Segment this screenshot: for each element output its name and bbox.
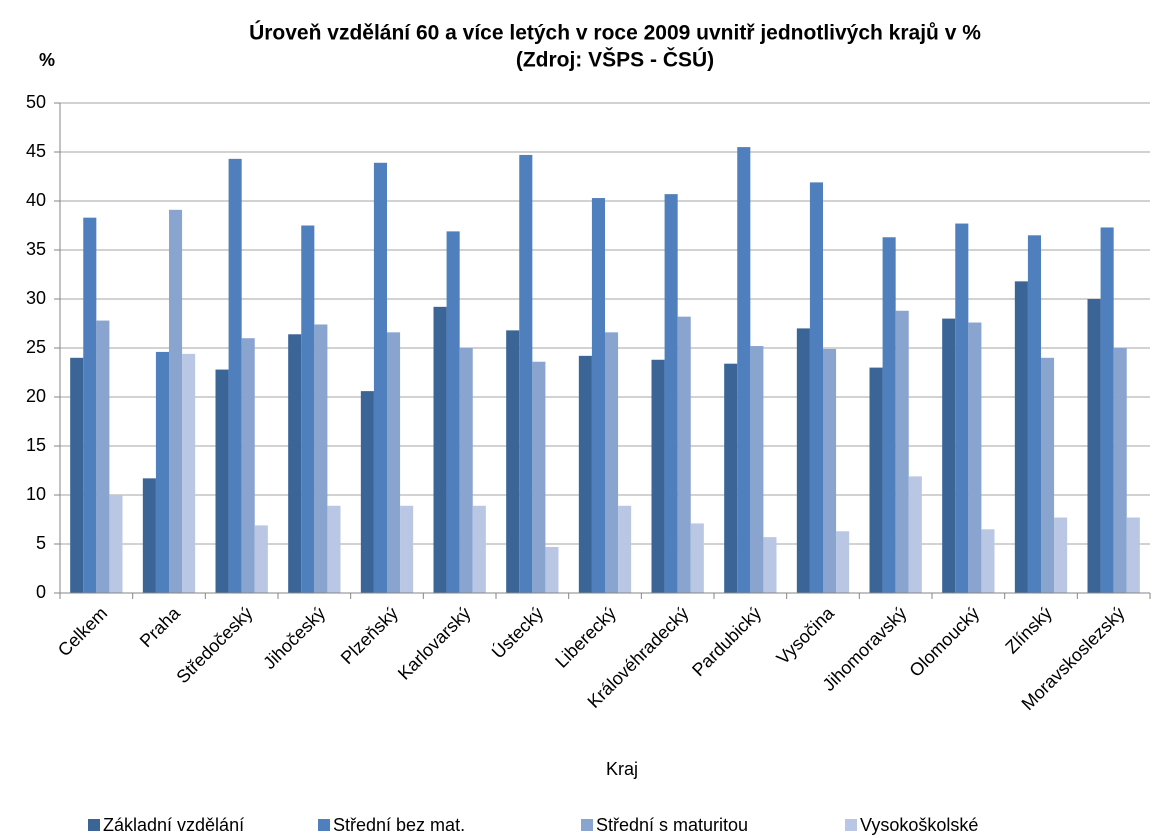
- y-tick-label: 40: [26, 190, 46, 210]
- y-tick-label: 35: [26, 239, 46, 259]
- bar: [545, 546, 559, 593]
- bar: [981, 529, 995, 593]
- y-tick-label: 15: [26, 435, 46, 455]
- bar: [664, 194, 678, 593]
- bar: [472, 505, 486, 593]
- bar: [169, 209, 183, 593]
- bar: [809, 182, 823, 593]
- bar: [1014, 281, 1028, 593]
- bar: [506, 330, 520, 593]
- legend-label: Střední bez mat.: [333, 815, 465, 835]
- legend-label: Vysokoškolské: [860, 815, 978, 835]
- bar: [1126, 517, 1140, 593]
- x-tick-label: Praha: [136, 602, 185, 651]
- bar: [182, 353, 196, 593]
- bar: [908, 476, 922, 593]
- bar: [387, 332, 401, 593]
- bar: [288, 334, 302, 593]
- chart-subtitle: (Zdroj: VŠPS - ČSÚ): [516, 48, 714, 72]
- bar: [1100, 227, 1114, 593]
- y-tick-label: 10: [26, 484, 46, 504]
- bar: [605, 332, 619, 593]
- x-tick-label: Jihočeský: [259, 603, 329, 673]
- bar: [109, 495, 123, 593]
- x-tick-label: Pardubický: [688, 603, 765, 680]
- bar: [83, 217, 97, 593]
- bar: [1041, 357, 1055, 593]
- y-tick-label: 5: [36, 533, 46, 553]
- bar: [254, 525, 268, 593]
- x-axis-label: Kraj: [606, 759, 638, 779]
- y-tick-label: 45: [26, 141, 46, 161]
- bar: [1027, 235, 1041, 594]
- bar: [155, 351, 169, 593]
- y-tick-label: 25: [26, 337, 46, 357]
- bar: [215, 369, 229, 593]
- bar: [690, 523, 704, 593]
- legend-label: Střední s maturitou: [596, 815, 748, 835]
- bar: [301, 225, 315, 593]
- bar: [228, 158, 242, 594]
- bar: [327, 505, 341, 593]
- y-tick-label: 0: [36, 582, 46, 602]
- y-tick-label: 30: [26, 288, 46, 308]
- x-tick-label: Vysočina: [773, 602, 839, 668]
- x-tick-label: Liberecký: [551, 603, 620, 672]
- bar: [677, 316, 691, 593]
- bar: [823, 348, 837, 593]
- x-tick-label: Středočeský: [172, 603, 256, 687]
- chart-title: Úroveň vzdělání 60 a více letých v roce …: [249, 21, 981, 45]
- bar: [96, 320, 110, 593]
- bar: [895, 310, 909, 593]
- bar: [1113, 348, 1127, 593]
- x-tick-label: Plzeňský: [337, 603, 402, 668]
- bar: [373, 162, 387, 593]
- bar: [737, 147, 751, 593]
- bar: [869, 367, 883, 593]
- legend-swatch: [88, 819, 100, 831]
- bar: [459, 348, 473, 593]
- bar: [796, 328, 810, 593]
- legend-label: Základní vzdělání: [103, 815, 244, 835]
- legend-swatch: [581, 819, 593, 831]
- x-tick-label: Karlovarský: [394, 603, 475, 684]
- bar: [578, 355, 592, 593]
- bar: [433, 306, 447, 593]
- bar: [618, 505, 632, 593]
- bar: [519, 154, 533, 593]
- bar: [532, 361, 546, 593]
- bar: [750, 346, 764, 593]
- bar: [955, 223, 969, 594]
- x-tick-label: Ústecký: [487, 602, 547, 662]
- bar: [1054, 517, 1068, 593]
- x-tick-label: Olomoucký: [905, 603, 983, 681]
- bar: [314, 324, 328, 593]
- legend-swatch: [845, 819, 857, 831]
- bar: [763, 537, 777, 593]
- y-tick-label: 20: [26, 386, 46, 406]
- bar: [591, 198, 605, 593]
- bar: [70, 357, 84, 593]
- bar: [400, 505, 414, 593]
- bar: [942, 318, 956, 593]
- bar: [1087, 299, 1101, 593]
- bar: [651, 359, 665, 593]
- y-axis-label: %: [39, 50, 55, 70]
- bar: [882, 237, 896, 593]
- bar: [446, 231, 460, 593]
- bar: [724, 363, 738, 593]
- x-tick-label: Zlínský: [1001, 603, 1055, 657]
- bar: [142, 478, 156, 593]
- legend-swatch: [318, 819, 330, 831]
- bar: [968, 322, 982, 593]
- bar: [241, 338, 255, 593]
- y-tick-label: 50: [26, 92, 46, 112]
- x-tick-label: Celkem: [54, 603, 111, 660]
- bar: [836, 531, 850, 593]
- bar: [360, 391, 374, 593]
